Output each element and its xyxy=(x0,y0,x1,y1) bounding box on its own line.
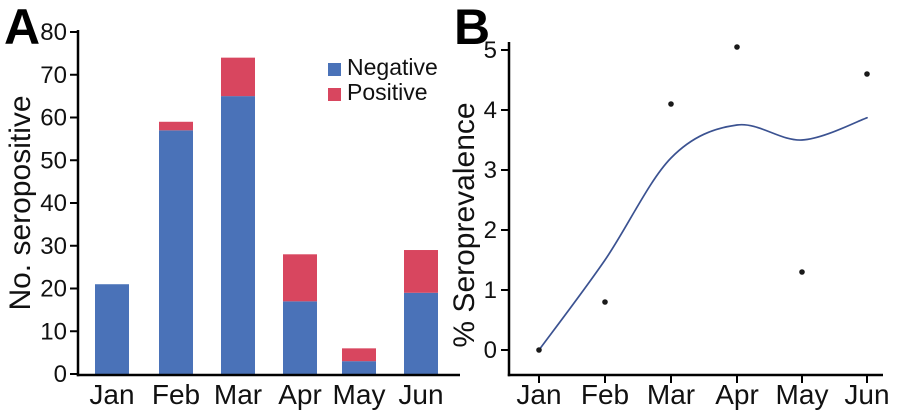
scatter-point-jan xyxy=(536,347,542,353)
y-tick-label: 50 xyxy=(40,147,67,174)
y-tick-label: 60 xyxy=(40,105,67,132)
y-tick-label: 0 xyxy=(54,361,67,388)
y-tick-label: 1 xyxy=(484,277,497,304)
legend-label-positive: Positive xyxy=(347,79,428,105)
legend-swatch-negative xyxy=(328,63,341,76)
bar-segment-negative-mar xyxy=(221,96,255,374)
panel-b-letter: B xyxy=(454,0,491,55)
x-tick-label: Apr xyxy=(278,379,322,410)
bar-segment-positive-feb xyxy=(159,121,193,131)
scatter-point-jun xyxy=(864,71,870,77)
bar-segment-negative-apr xyxy=(283,301,317,374)
y-tick-label: 2 xyxy=(484,217,497,244)
x-tick-label: Mar xyxy=(647,379,695,410)
bar-segment-negative-feb xyxy=(159,130,193,374)
scatter-point-feb xyxy=(602,299,608,305)
y-axis-title: % Seroprevalence xyxy=(450,102,481,347)
stacked-bar-chart: 0 10 20 30 40 50 60 70 80 Jan Feb Mar Apr May Jun No. s… xyxy=(4,19,460,410)
bar-segment-positive-jun xyxy=(404,250,438,293)
panel-a: A 0 10 20 30 40 50 60 70 80 Jan Feb Mar Apr May Jun No.… xyxy=(4,0,460,410)
y-tick-label: 5 xyxy=(484,37,497,64)
y-tick-label: 30 xyxy=(40,233,67,260)
bar-segment-negative-jun xyxy=(404,292,438,374)
y-axis-title: No. seropositive xyxy=(4,95,37,310)
y-tick-label: 80 xyxy=(40,19,67,46)
scatter-point-mar xyxy=(668,101,674,107)
legend-label-negative: Negative xyxy=(347,54,438,80)
bar-segment-negative-jan xyxy=(95,284,129,374)
bar-segment-positive-may xyxy=(342,348,376,362)
x-tick-label: Feb xyxy=(581,379,629,410)
legend-swatch-positive xyxy=(328,88,341,101)
x-tick-label: Jan xyxy=(516,379,561,410)
x-tick-label: May xyxy=(776,379,829,410)
bar-segment-positive-mar xyxy=(221,57,255,97)
y-tick-label: 20 xyxy=(40,276,67,303)
x-tick-label: Jun xyxy=(398,379,443,410)
y-tick-label: 3 xyxy=(484,157,497,184)
scatter-point-apr xyxy=(734,44,740,50)
y-tick-label: 4 xyxy=(484,97,497,124)
scatter-trend-chart: 0 1 2 3 4 5 Jan Feb Mar Apr May Jun % Seroprevalence xyxy=(450,37,890,410)
y-tick-label: 40 xyxy=(40,190,67,217)
x-tick-label: Jun xyxy=(844,379,889,410)
bar-segment-positive-apr xyxy=(283,254,317,302)
panel-b: B 0 1 2 3 4 5 Jan Feb Mar Apr May Jun % Seroprevalen… xyxy=(450,0,900,410)
y-tick-label: 70 xyxy=(40,62,67,89)
y-tick-label: 10 xyxy=(40,318,67,345)
x-tick-label: Jan xyxy=(89,379,134,410)
x-tick-label: Feb xyxy=(152,379,200,410)
x-tick-label: Apr xyxy=(715,379,759,410)
trend-line xyxy=(538,116,868,351)
scatter-point-may xyxy=(799,269,805,275)
x-tick-label: Mar xyxy=(214,379,262,410)
panel-a-letter: A xyxy=(4,0,41,55)
bar-segment-negative-may xyxy=(342,361,376,374)
x-tick-label: May xyxy=(333,379,386,410)
y-tick-label: 0 xyxy=(484,337,497,364)
